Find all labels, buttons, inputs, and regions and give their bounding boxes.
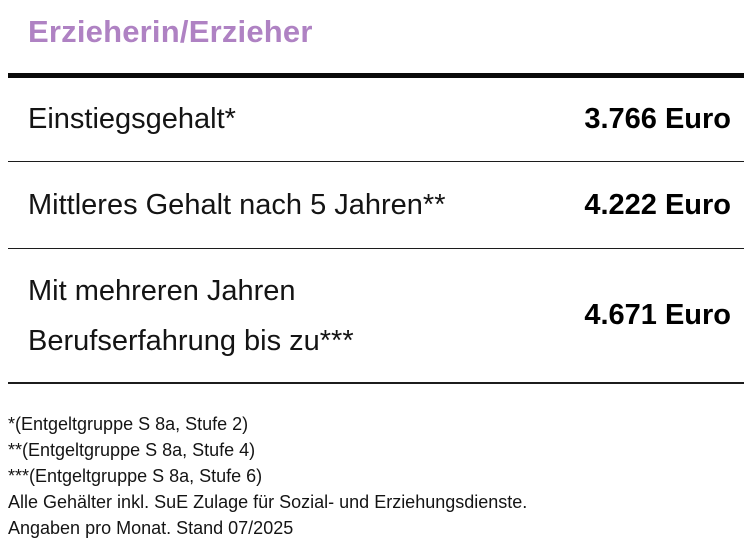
- row-value: 3.766 Euro: [584, 103, 731, 135]
- table-row-max-salary: Mit mehreren Jahren Berufserfahrung bis …: [8, 249, 744, 384]
- footnote-2: **(Entgeltgruppe S 8a, Stufe 4): [8, 440, 256, 460]
- page-title: Erzieherin/Erzieher: [28, 14, 313, 49]
- row-label-line-1: Mit mehreren Jahren: [28, 274, 296, 307]
- row-value: 4.222 Euro: [584, 188, 731, 221]
- row-label: Mit mehreren Jahren Berufserfahrung bis …: [28, 266, 354, 366]
- row-label: Einstiegsgehalt*: [28, 103, 236, 135]
- footnote-1: *(Entgeltgruppe S 8a, Stufe 2): [8, 414, 249, 434]
- footnote-4: Alle Gehälter inkl. SuE Zulage für Sozia…: [8, 492, 528, 512]
- footnote-5: Angaben pro Monat. Stand 07/2025: [8, 518, 294, 538]
- salary-infographic: Erzieherin/Erzieher Einstiegsgehalt* 3.7…: [0, 12, 749, 551]
- salary-table: Einstiegsgehalt* 3.766 Euro Mittleres Ge…: [8, 73, 744, 384]
- table-row-mid-salary: Mittleres Gehalt nach 5 Jahren** 4.222 E…: [8, 162, 744, 249]
- footnote-3: ***(Entgeltgruppe S 8a, Stufe 6): [8, 466, 263, 486]
- row-value: 4.671 Euro: [584, 299, 731, 331]
- row-label-line-2: Berufserfahrung bis zu***: [28, 324, 354, 357]
- footnotes: *(Entgeltgruppe S 8a, Stufe 2) **(Entgel…: [8, 411, 739, 541]
- table-row-entry-salary: Einstiegsgehalt* 3.766 Euro: [8, 78, 744, 162]
- row-label: Mittleres Gehalt nach 5 Jahren**: [28, 188, 446, 221]
